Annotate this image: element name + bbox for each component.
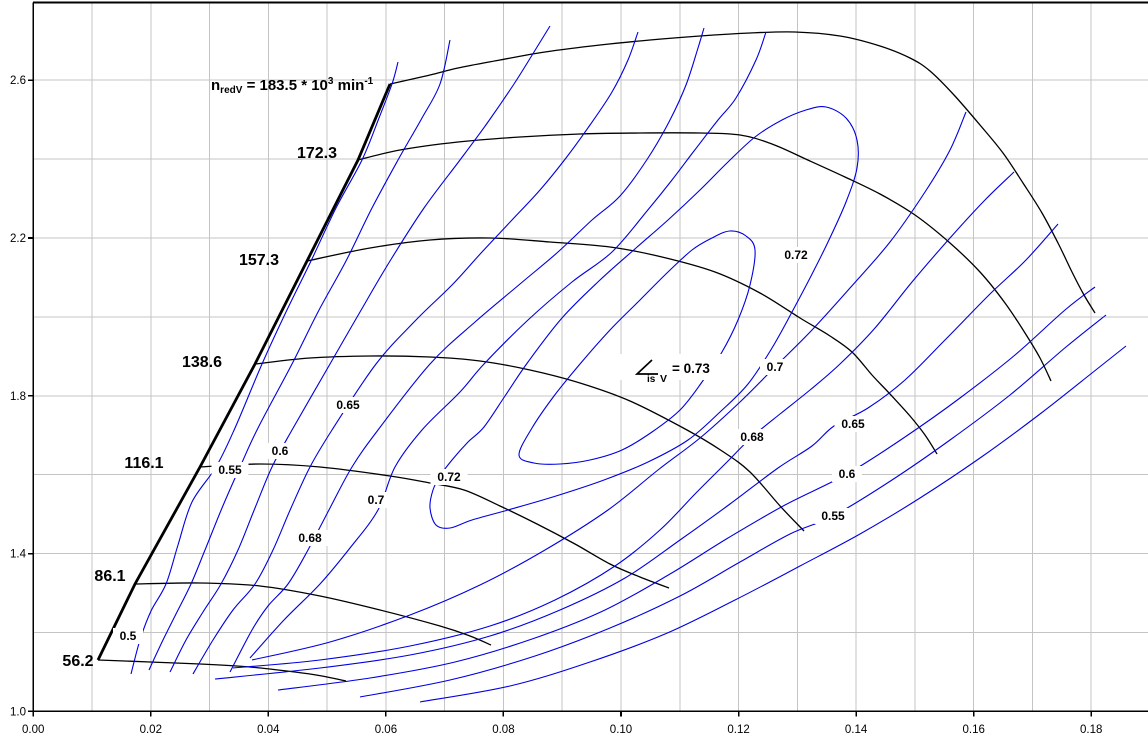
svg-text:= 0.73: = 0.73 <box>672 361 710 376</box>
svg-text:0.00: 0.00 <box>22 724 44 736</box>
svg-text:0.06: 0.06 <box>375 724 397 736</box>
svg-text:1.4: 1.4 <box>10 549 27 561</box>
svg-text:56.2: 56.2 <box>62 653 93 670</box>
svg-text:116.1: 116.1 <box>124 455 163 472</box>
svg-text:V: V <box>660 373 667 385</box>
svg-text:0.18: 0.18 <box>1080 724 1102 736</box>
svg-text:0.72: 0.72 <box>784 248 808 262</box>
svg-text:0.12: 0.12 <box>727 724 749 736</box>
svg-text:0.72: 0.72 <box>437 470 461 484</box>
svg-text:0.04: 0.04 <box>257 724 280 736</box>
svg-text:nredV = 183.5 * 103 min-1: nredV = 183.5 * 103 min-1 <box>211 76 374 96</box>
svg-text:1.0: 1.0 <box>10 706 26 718</box>
svg-text:is: is <box>647 374 656 385</box>
svg-text:138.6: 138.6 <box>182 354 222 371</box>
svg-text:0.65: 0.65 <box>336 398 360 412</box>
svg-text:86.1: 86.1 <box>94 568 125 585</box>
svg-text:0.7: 0.7 <box>368 493 385 507</box>
svg-text:0.6: 0.6 <box>839 467 856 481</box>
svg-text:0.68: 0.68 <box>740 430 764 444</box>
svg-text:0.5: 0.5 <box>120 629 137 643</box>
svg-text:0.55: 0.55 <box>821 509 845 523</box>
svg-text:157.3: 157.3 <box>239 252 279 269</box>
svg-text:0.14: 0.14 <box>845 724 868 736</box>
svg-text:2.6: 2.6 <box>10 75 26 87</box>
svg-text:0.65: 0.65 <box>841 417 865 431</box>
svg-text:0.10: 0.10 <box>610 724 632 736</box>
svg-text:0.02: 0.02 <box>140 724 162 736</box>
svg-text:0.16: 0.16 <box>963 724 985 736</box>
svg-text:0.7: 0.7 <box>767 360 784 374</box>
svg-text:0.55: 0.55 <box>218 463 242 477</box>
svg-text:172.3: 172.3 <box>297 145 337 162</box>
svg-text:2.2: 2.2 <box>10 233 26 245</box>
svg-text:0.6: 0.6 <box>272 444 289 458</box>
svg-text:0.68: 0.68 <box>298 531 322 545</box>
svg-text:0.08: 0.08 <box>492 724 514 736</box>
svg-text:1.8: 1.8 <box>10 391 26 403</box>
